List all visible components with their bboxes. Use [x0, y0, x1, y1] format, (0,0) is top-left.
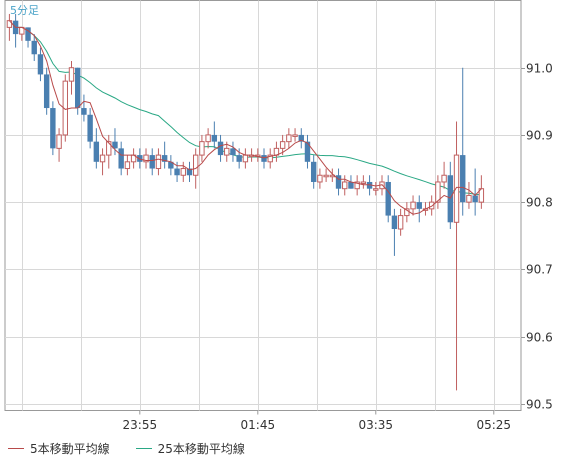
y-tick-label: 90.6: [526, 331, 553, 345]
candle-body: [460, 155, 466, 203]
candle-body: [75, 67, 81, 109]
candle-body: [466, 194, 472, 203]
y-tick-label: 91.0: [526, 62, 553, 76]
candle-body: [373, 188, 379, 191]
candle-body: [242, 154, 249, 163]
candle-body: [43, 74, 50, 109]
candle-body: [193, 154, 199, 176]
x-axis: 23:55 01:45 03:35 05:25: [123, 410, 511, 432]
grid: [5, 0, 521, 411]
candle-body: [217, 141, 224, 156]
y-tick-label: 90.9: [526, 129, 553, 143]
period-label: 5分足: [10, 4, 39, 17]
candle-body: [261, 155, 267, 162]
candle-body: [354, 181, 360, 190]
candle-body: [205, 134, 211, 143]
candle-body: [447, 175, 454, 223]
candle-body: [397, 215, 404, 230]
candle-body: [68, 67, 75, 82]
plot-frame: [4, 0, 522, 411]
candle-body: [286, 134, 292, 143]
candle-body: [453, 154, 460, 223]
candle-body: [155, 154, 162, 170]
candle-body: [112, 141, 118, 149]
candle-body: [31, 40, 37, 55]
candle-body: [298, 134, 304, 142]
candle-body: [342, 181, 348, 190]
candle-body: [180, 168, 186, 176]
candle-body: [25, 27, 31, 41]
candle-body: [224, 147, 230, 156]
candle-body: [168, 161, 174, 169]
y-axis: 90.5 90.6 90.7 90.8 90.9 91.0: [521, 62, 553, 412]
candle-body: [335, 175, 342, 189]
candle-body: [37, 54, 44, 75]
candle-body: [292, 134, 298, 137]
candle-body: [161, 155, 168, 162]
candle-body: [428, 201, 435, 210]
candle-body: [410, 201, 416, 210]
candle-body: [236, 155, 242, 162]
candle-body: [50, 108, 56, 149]
candle-body: [143, 154, 149, 163]
ma5-line: [9, 20, 482, 215]
candle-body: [385, 181, 391, 216]
candle-body: [149, 155, 155, 169]
y-tick-label: 90.7: [526, 263, 553, 277]
x-tick-label: 01:45: [241, 418, 276, 432]
candle-body: [441, 174, 447, 183]
legend: 5本移動平均線 25本移動平均線: [8, 438, 271, 458]
legend-swatch-ma5: [8, 447, 24, 449]
legend-item-ma25: 25本移動平均線: [135, 440, 245, 457]
candle-body: [348, 181, 354, 189]
candle-body: [199, 141, 205, 156]
candle-body: [87, 114, 93, 142]
candle-body: [366, 181, 373, 189]
candle-body: [99, 154, 106, 163]
x-tick-label: 03:35: [358, 418, 393, 432]
candle-body: [323, 174, 329, 178]
y-tick-label: 90.5: [526, 398, 553, 412]
candle-body: [174, 168, 180, 176]
candle-body: [435, 181, 441, 203]
candle-body: [186, 168, 193, 176]
legend-item-ma5: 5本移動平均線: [8, 440, 110, 457]
ma5-layer: [9, 20, 482, 215]
candle-body: [106, 141, 112, 156]
candle-body: [360, 181, 367, 184]
candle-body: [93, 141, 100, 162]
candle-body: [81, 108, 87, 115]
legend-swatch-ma25: [135, 447, 152, 449]
candle-body: [137, 155, 143, 162]
legend-label-ma5: 5本移動平均線: [30, 441, 110, 456]
candle-body: [124, 161, 131, 170]
y-tick-label: 90.8: [526, 196, 553, 210]
candle-body: [230, 148, 236, 156]
candle-body: [472, 195, 478, 203]
candle-body: [391, 215, 398, 230]
candle-body: [317, 174, 323, 183]
candle-body: [267, 154, 273, 163]
candle-body: [279, 141, 286, 149]
candle-body: [310, 161, 317, 182]
candle-body: [416, 202, 422, 209]
x-tick-label: 05:25: [476, 418, 511, 432]
candle-body: [6, 20, 13, 28]
candle-body: [56, 134, 62, 149]
candle-body: [211, 134, 218, 142]
candle-body: [118, 148, 124, 169]
candle-body: [304, 141, 311, 162]
x-tick-label: 23:55: [123, 418, 158, 432]
legend-label-ma25: 25本移動平均線: [157, 441, 245, 456]
